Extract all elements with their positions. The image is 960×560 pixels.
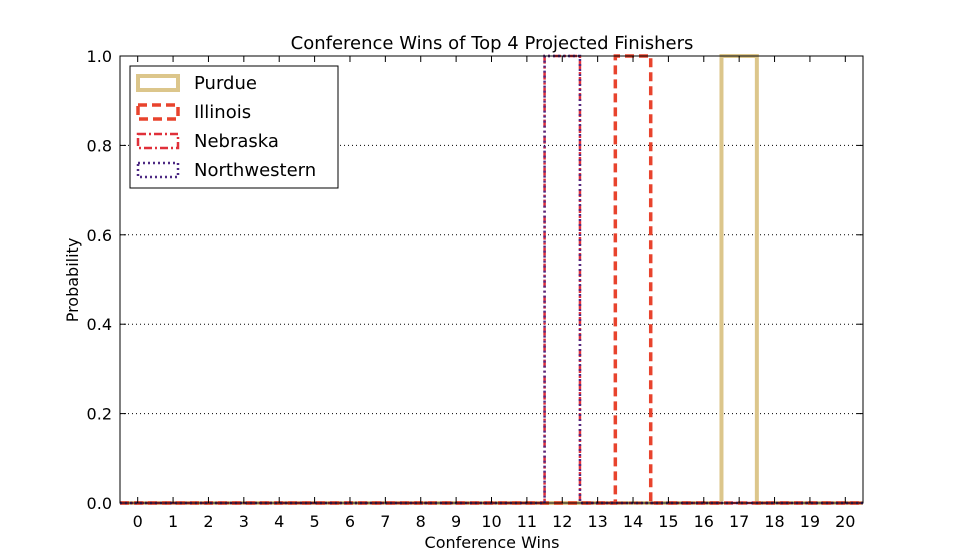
x-tick-label: 7 xyxy=(380,512,390,531)
legend-swatch-purdue xyxy=(136,74,180,92)
y-tick-label: 0.6 xyxy=(87,226,112,245)
legend-swatch-nebraska xyxy=(136,132,180,150)
x-tick-label: 19 xyxy=(800,512,820,531)
y-tick-label: 0.4 xyxy=(87,315,112,334)
legend-label-nebraska: Nebraska xyxy=(194,131,279,152)
legend-label-illinois: Illinois xyxy=(194,102,251,123)
y-tick-label: 0.0 xyxy=(87,494,112,513)
y-axis-ticks: 0.0 0.2 0.4 0.6 0.8 1.0 xyxy=(87,47,863,513)
legend-swatch-illinois xyxy=(136,103,180,121)
x-tick-label: 5 xyxy=(310,512,320,531)
y-tick-label: 0.2 xyxy=(87,405,112,424)
x-tick-label: 9 xyxy=(451,512,461,531)
x-tick-label: 11 xyxy=(517,512,537,531)
legend-swatch-northwestern xyxy=(136,161,180,179)
legend-label-purdue: Purdue xyxy=(194,73,257,94)
x-tick-label: 1 xyxy=(168,512,178,531)
chart-title: Conference Wins of Top 4 Projected Finis… xyxy=(291,33,694,54)
x-tick-label: 12 xyxy=(552,512,572,531)
x-tick-label: 6 xyxy=(345,512,355,531)
x-tick-label: 14 xyxy=(623,512,643,531)
y-axis-label: Probability xyxy=(63,238,82,323)
x-tick-label: 15 xyxy=(658,512,678,531)
legend-box xyxy=(129,65,339,189)
x-tick-label: 4 xyxy=(274,512,284,531)
y-tick-label: 0.8 xyxy=(87,136,112,155)
x-tick-label: 16 xyxy=(694,512,714,531)
legend: Purdue Illinois Nebraska Northwestern xyxy=(129,65,339,189)
x-tick-label: 3 xyxy=(239,512,249,531)
x-tick-label: 2 xyxy=(203,512,213,531)
x-tick-label: 0 xyxy=(133,512,143,531)
y-tick-label: 1.0 xyxy=(87,47,112,66)
x-tick-label: 20 xyxy=(835,512,855,531)
x-tick-label: 8 xyxy=(416,512,426,531)
x-axis-ticks: 0 1 2 3 4 5 6 7 8 9 10 11 12 13 14 15 16 17 18 19 20 xyxy=(133,56,855,531)
x-tick-label: 17 xyxy=(729,512,749,531)
legend-label-northwestern: Northwestern xyxy=(194,160,316,181)
x-tick-label: 10 xyxy=(481,512,501,531)
x-tick-label: 18 xyxy=(764,512,784,531)
x-tick-label: 13 xyxy=(587,512,607,531)
x-axis-label: Conference Wins xyxy=(425,533,560,552)
